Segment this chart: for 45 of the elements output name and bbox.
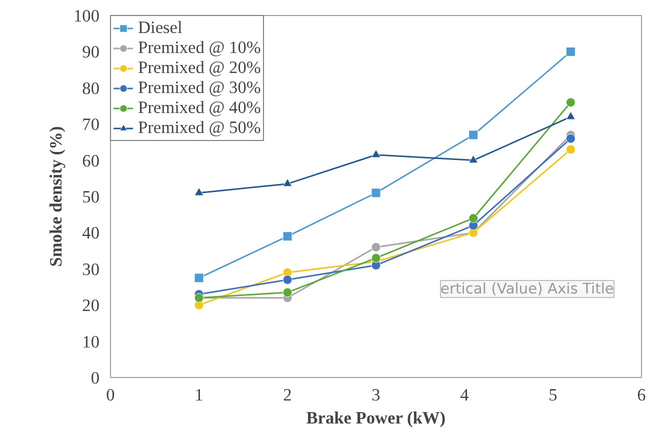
x-tick-label: 6: [637, 386, 646, 404]
point: [282, 178, 292, 187]
point: [468, 130, 478, 140]
point: [371, 149, 381, 158]
y-axis-title: Smoke density (%): [46, 126, 66, 267]
y-tick-label: 20: [82, 296, 100, 316]
x-tick-label: 4: [460, 386, 470, 404]
y-tick-label: 60: [82, 151, 100, 170]
point: [371, 253, 381, 263]
legend-label: Premixed @ 40%: [138, 98, 261, 118]
x-axis-title: Brake Power (kW): [306, 408, 446, 428]
x-tick-label: 3: [372, 386, 380, 404]
x-tick-label: 1: [194, 386, 204, 404]
legend-label: Premixed @ 50%: [138, 118, 261, 138]
point: [566, 46, 576, 56]
point: [371, 188, 381, 198]
y-tick-label: 40: [82, 224, 100, 243]
annotation: ertical (Value) Axis Title: [440, 280, 614, 298]
y-tick-label: 0: [90, 368, 100, 388]
point: [282, 288, 292, 298]
y-tick-label: 50: [82, 188, 100, 206]
x-tick-label: 5: [548, 386, 558, 404]
legend-label: Premixed @ 20%: [138, 58, 261, 78]
y-tick-label: 70: [82, 115, 100, 134]
point: [566, 134, 576, 144]
legend-label: Premixed @ 30%: [138, 78, 261, 98]
y-tick-label: 30: [82, 260, 100, 279]
y-tick-label: 10: [82, 332, 100, 352]
point: [566, 98, 576, 108]
y-tick-label: 100: [74, 6, 100, 26]
legend-label: Premixed @ 10%: [138, 38, 261, 58]
point: [282, 232, 292, 242]
legend-label: Diesel: [138, 18, 182, 38]
y-tick-label: 90: [82, 42, 100, 62]
point: [566, 144, 576, 154]
x-tick-label: 2: [283, 386, 292, 404]
point: [371, 242, 381, 252]
point: [468, 213, 478, 223]
point: [468, 154, 478, 164]
x-tick-label: 0: [106, 386, 115, 404]
point: [566, 111, 576, 120]
point: [194, 187, 204, 196]
point: [194, 273, 204, 283]
y-tick-label: 80: [82, 78, 100, 98]
point: [282, 275, 292, 284]
